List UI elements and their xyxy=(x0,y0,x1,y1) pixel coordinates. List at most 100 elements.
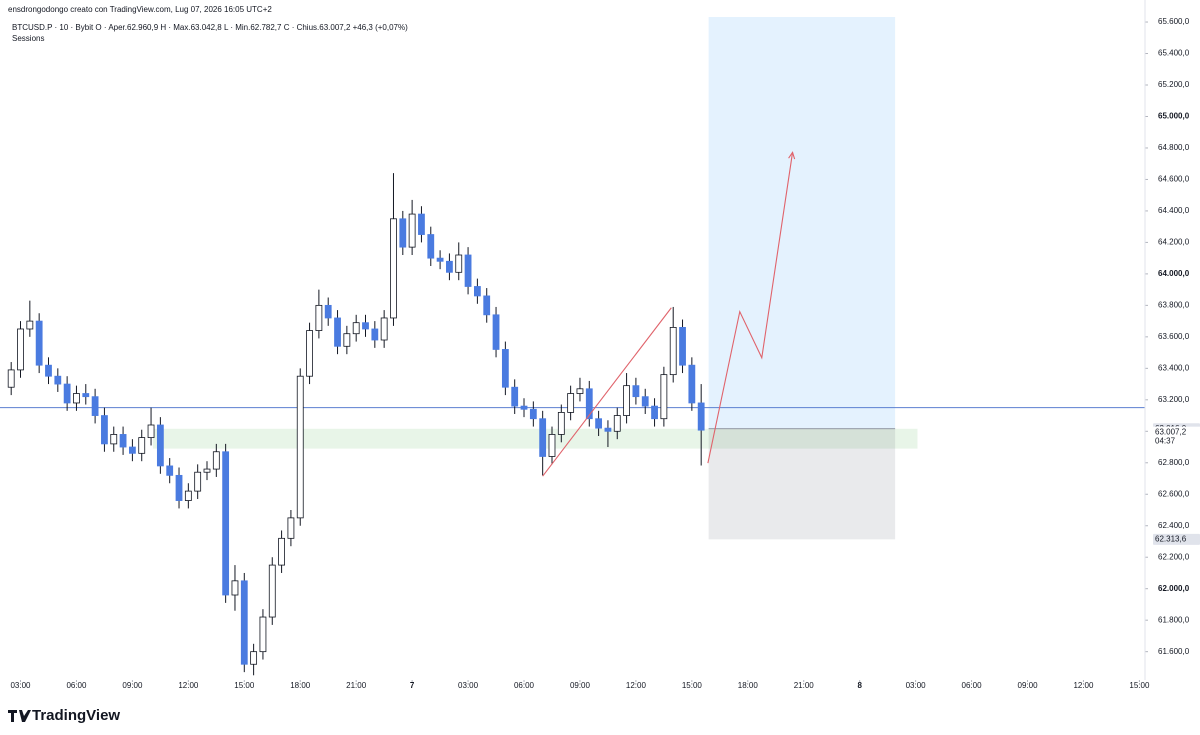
x-tick-label: 12:00 xyxy=(626,681,647,690)
candle-body xyxy=(324,304,332,319)
candle-body xyxy=(119,434,127,448)
zone xyxy=(152,428,918,449)
candle-body xyxy=(595,418,603,429)
candle-body xyxy=(129,446,136,454)
top-layer xyxy=(542,151,796,477)
candle-body xyxy=(651,405,658,420)
y-tick-label: 63.400,0 xyxy=(1158,363,1190,372)
last-price-label: 63.007,2 xyxy=(1155,427,1187,436)
candle-body xyxy=(632,385,640,398)
candle-body xyxy=(296,375,304,519)
candle-body xyxy=(679,327,686,366)
drawing-arrowhead xyxy=(788,151,796,160)
candle-body xyxy=(660,374,668,420)
candle-body xyxy=(35,320,43,366)
candle-body xyxy=(455,254,463,273)
candle-body xyxy=(623,385,630,416)
y-tick-label: 63.800,0 xyxy=(1158,300,1190,309)
y-tick-label: 63.200,0 xyxy=(1158,395,1190,404)
candle-body xyxy=(641,396,649,407)
candle-body xyxy=(501,349,509,388)
candle-body xyxy=(26,320,34,330)
x-tick-label: 7 xyxy=(410,681,415,690)
y-tick-label: 62.200,0 xyxy=(1158,552,1190,561)
candle-body xyxy=(408,213,416,248)
candle-body xyxy=(567,393,575,413)
candle-body xyxy=(82,393,90,398)
candle-body xyxy=(520,405,528,410)
candles-layer xyxy=(7,173,705,676)
candle-body xyxy=(371,328,379,341)
candle-body xyxy=(557,412,565,435)
candle-body xyxy=(91,396,99,416)
x-tick-label: 15:00 xyxy=(682,681,703,690)
candle-body xyxy=(63,383,71,404)
candle-body xyxy=(259,616,267,653)
candle-body xyxy=(539,418,547,457)
candle-body xyxy=(585,388,593,420)
y-tick-label: 62.800,0 xyxy=(1158,458,1190,467)
candle-body xyxy=(511,386,519,407)
profit-area xyxy=(708,17,896,429)
candle-body xyxy=(240,580,248,665)
y-tick-label: 65.600,0 xyxy=(1158,17,1190,26)
candle-body xyxy=(576,388,584,394)
candle-body xyxy=(548,434,556,457)
candle-body xyxy=(697,402,705,431)
candle-body xyxy=(166,465,174,476)
x-tick-label: 12:00 xyxy=(178,681,199,690)
candle-body xyxy=(278,537,285,566)
attribution: ensdrongodongo creato con TradingView.co… xyxy=(8,5,272,14)
candle-body xyxy=(352,322,360,335)
x-tick-label: 09:00 xyxy=(570,681,591,690)
candle-body xyxy=(212,451,220,470)
candle-body xyxy=(203,468,211,473)
candle-body xyxy=(362,322,369,330)
y-tick-label: 64.800,0 xyxy=(1158,143,1190,152)
y-tick-label: 63.600,0 xyxy=(1158,332,1190,341)
candle-body xyxy=(669,327,677,376)
x-tick-label: 18:00 xyxy=(290,681,311,690)
bg-layer xyxy=(152,17,918,540)
candle-body xyxy=(45,364,52,377)
y-tick-label: 64.600,0 xyxy=(1158,175,1190,184)
x-tick-label: 06:00 xyxy=(514,681,535,690)
candle-body xyxy=(604,427,612,432)
y-tick-label: 64.200,0 xyxy=(1158,238,1190,247)
drawing-line xyxy=(707,152,794,464)
y-tick-label: 65.400,0 xyxy=(1158,49,1190,58)
legend-line: BTCUSD.P · 10 · Bybit O · Aper.62.960,9 … xyxy=(12,23,408,32)
y-tick-label: 62.000,0 xyxy=(1158,584,1190,593)
candle-body xyxy=(222,451,230,596)
candle-body xyxy=(492,314,500,350)
candle-body xyxy=(175,474,183,501)
stop-label-box xyxy=(1153,533,1200,545)
candle-body xyxy=(194,471,202,492)
candle-body xyxy=(287,517,295,539)
x-tick-label: 21:00 xyxy=(346,681,367,690)
candle-body xyxy=(138,437,146,454)
y-tick-label: 64.400,0 xyxy=(1158,206,1190,215)
loss-area xyxy=(708,428,896,540)
x-tick-label: 15:00 xyxy=(1129,681,1150,690)
y-tick-label: 64.000,0 xyxy=(1158,269,1190,278)
x-tick-label: 09:00 xyxy=(122,681,143,690)
candle-body xyxy=(380,317,388,341)
candle-body xyxy=(483,295,491,316)
candle-body xyxy=(390,218,397,319)
candle-body xyxy=(184,490,192,501)
candle-body xyxy=(250,651,258,665)
candle-body xyxy=(156,424,164,467)
candle-body xyxy=(473,286,481,297)
x-tick-label: 03:00 xyxy=(10,681,31,690)
stop-label: 62.313,6 xyxy=(1155,534,1187,543)
candle-body xyxy=(418,213,425,235)
candle-body xyxy=(306,330,313,377)
candle-body xyxy=(73,393,80,404)
x-tick-label: 06:00 xyxy=(962,681,983,690)
candle-body xyxy=(436,257,444,262)
candle-body xyxy=(334,317,341,347)
candle-body xyxy=(343,333,351,347)
candle-body xyxy=(231,580,239,596)
